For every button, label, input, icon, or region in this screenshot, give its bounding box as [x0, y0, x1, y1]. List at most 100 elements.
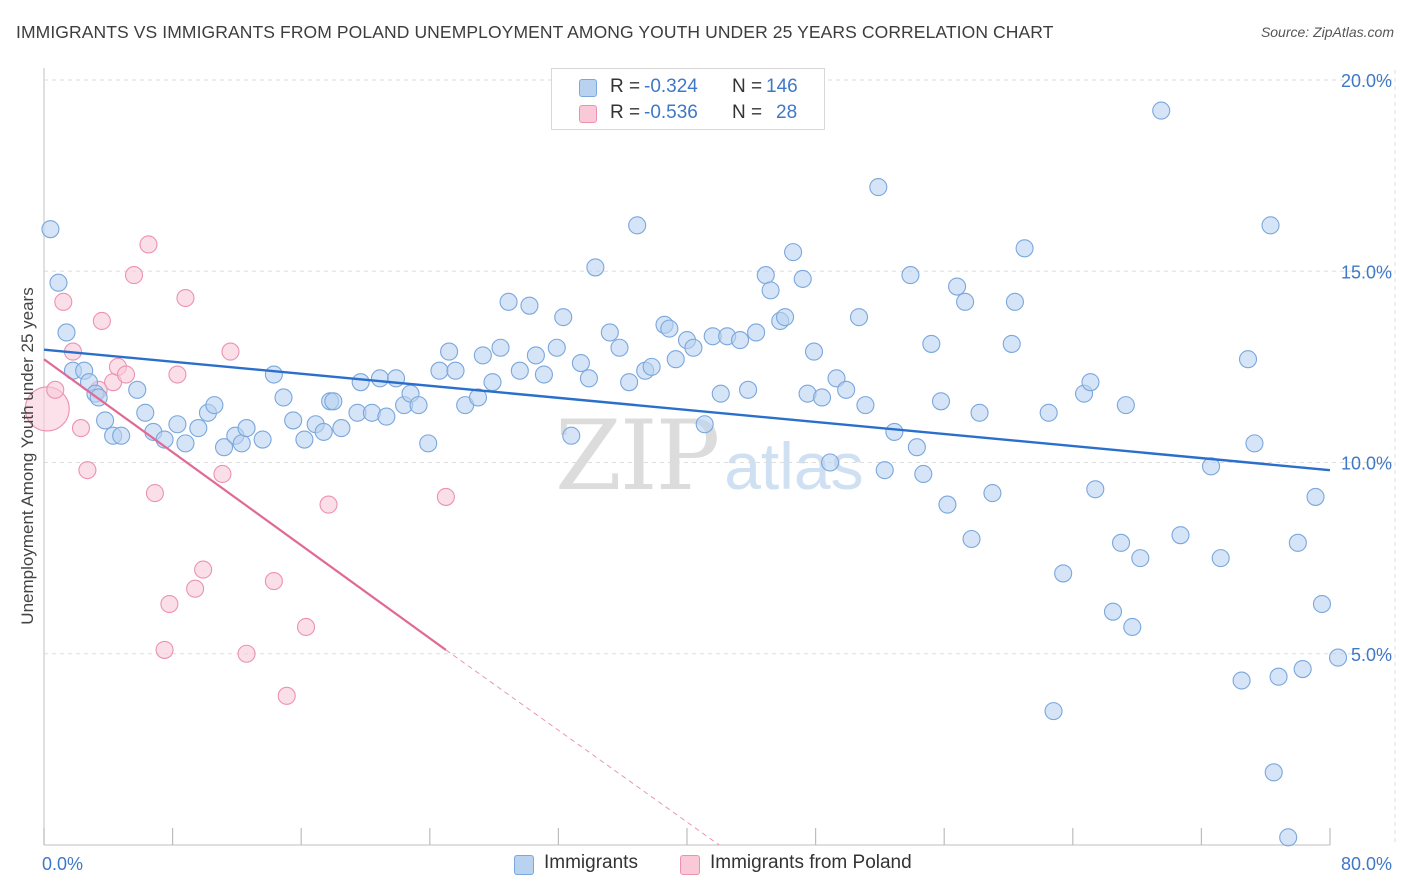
legend-row-poland: R = -0.536 N = 28: [552, 102, 826, 126]
immigrants-point: [1111, 533, 1131, 552]
x-tick-label: 80.0%: [1341, 854, 1392, 874]
immigrants-point: [96, 411, 115, 430]
legend-label-immigrants: Immigrants: [544, 852, 638, 873]
immigrants-point: [446, 361, 465, 380]
immigrants-point: [962, 529, 981, 549]
poland-point: [319, 495, 338, 514]
immigrants-point: [938, 495, 957, 514]
source-credit: Source: ZipAtlas.com: [1260, 24, 1394, 40]
immigrants-point: [628, 216, 647, 235]
immigrants-point: [739, 380, 758, 399]
immigrants-point: [264, 365, 283, 384]
legend-n-value: 146: [766, 76, 798, 97]
immigrants-point: [1044, 702, 1063, 721]
poland-points: [24, 235, 455, 705]
legend-r-label: R =: [610, 102, 641, 123]
immigrants-point: [128, 380, 147, 399]
immigrants-point: [1015, 239, 1034, 258]
immigrants-point: [1103, 602, 1123, 621]
immigrants-point: [324, 392, 343, 411]
immigrants-point: [1081, 373, 1100, 392]
x-tick-label: 0.0%: [42, 854, 83, 874]
legend-swatch-poland: [680, 855, 700, 875]
immigrants-point: [491, 338, 510, 357]
legend-swatch-immigrants: [579, 79, 597, 97]
immigrants-point: [684, 338, 703, 357]
immigrants-point: [804, 342, 824, 361]
y-tick-label: 20.0%: [1341, 71, 1392, 91]
poland-point: [78, 461, 97, 480]
legend-swatch-immigrants: [514, 855, 534, 875]
immigrants-point: [526, 346, 545, 365]
immigrants-point: [695, 415, 714, 434]
immigrants-point: [1312, 594, 1332, 614]
immigrants-point: [1152, 101, 1171, 120]
immigrants-point: [837, 380, 856, 399]
immigrants-point: [885, 422, 904, 441]
legend-label-poland: Immigrants from Poland: [710, 852, 912, 873]
immigrants-point: [534, 365, 553, 384]
poland-point: [160, 594, 179, 614]
immigrants-point: [214, 438, 234, 457]
poland-point: [237, 644, 256, 663]
immigrants-point: [370, 369, 390, 388]
correlation-legend: R = -0.324 N = 146 R = -0.536 N = 28: [551, 68, 825, 130]
legend-n-label: N =: [732, 102, 763, 123]
poland-point: [92, 311, 111, 331]
immigrants-point: [666, 350, 685, 369]
legend-n-value: 28: [776, 102, 798, 123]
poland-point: [155, 640, 174, 659]
immigrants-point: [901, 266, 920, 285]
immigrants-point: [907, 438, 926, 457]
immigrants-point: [168, 415, 187, 434]
legend-r-value: -0.324: [644, 76, 698, 97]
immigrants-point: [610, 338, 629, 357]
y-tick-label: 10.0%: [1341, 454, 1392, 474]
watermark: ZIPatlas: [555, 400, 864, 512]
immigrants-point: [314, 422, 333, 441]
immigrants-point: [1238, 350, 1258, 369]
poland-point: [54, 292, 73, 311]
immigrants-point: [812, 388, 832, 407]
immigrants-point: [620, 373, 639, 392]
immigrants-point: [849, 308, 869, 327]
immigrants-point: [660, 319, 679, 338]
poland-point: [71, 419, 91, 438]
immigrants-point: [600, 323, 619, 342]
poland-point: [213, 464, 232, 484]
immigrants-point: [232, 434, 251, 453]
legend-r-label: R =: [610, 76, 641, 97]
immigrants-point: [1005, 292, 1024, 311]
immigrants-point: [761, 281, 780, 300]
immigrants-point: [1054, 564, 1073, 583]
immigrants-point: [284, 411, 303, 430]
poland-point: [436, 487, 455, 506]
immigrants-point: [483, 373, 502, 392]
immigrants-point: [237, 419, 256, 438]
poland-point: [176, 288, 195, 308]
poland-point: [194, 560, 213, 579]
immigrants-point: [983, 484, 1002, 503]
poland-point: [46, 380, 65, 399]
immigrants-point: [377, 407, 396, 426]
immigrants-point: [176, 434, 195, 453]
immigrants-point: [1171, 526, 1190, 545]
immigrants-point: [1002, 334, 1021, 353]
poland-point: [296, 617, 316, 637]
tick-labels: 5.0% 10.0% 15.0% 20.0% 0.0% 80.0%: [42, 71, 1392, 874]
poland-point: [186, 579, 205, 598]
immigrants-point: [922, 334, 941, 353]
immigrants-point: [821, 453, 840, 472]
immigrants-point: [1261, 216, 1280, 235]
legend-swatch-poland: [579, 105, 597, 123]
immigrants-point: [1116, 396, 1135, 415]
immigrants-point: [970, 403, 989, 422]
poland-point: [277, 686, 296, 705]
immigrants-point: [1245, 434, 1264, 453]
immigrants-points: [41, 101, 1348, 847]
immigrants-point: [586, 258, 605, 277]
poland-point: [124, 266, 144, 285]
immigrants-point: [1328, 648, 1348, 667]
immigrants-point: [948, 277, 967, 296]
immigrants-point: [711, 384, 730, 403]
